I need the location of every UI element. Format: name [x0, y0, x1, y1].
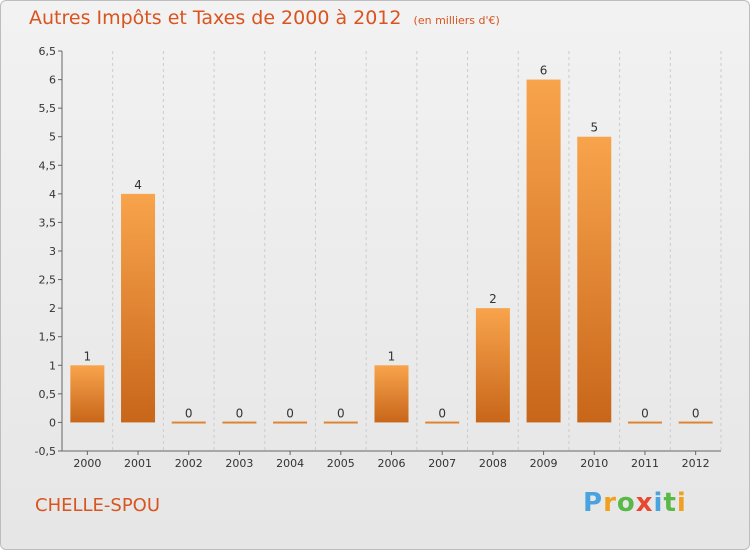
data-label: 0 — [236, 406, 244, 420]
bar — [425, 421, 460, 424]
bar — [577, 136, 612, 423]
bar — [475, 308, 510, 423]
y-tick-label: 4 — [49, 188, 56, 201]
y-tick-label: 6,5 — [39, 45, 57, 58]
bar — [374, 365, 409, 423]
logo-letter: t — [663, 488, 677, 518]
bar — [627, 421, 662, 424]
x-tick-label: 2002 — [175, 457, 203, 470]
x-tick-label: 2008 — [479, 457, 507, 470]
x-tick-label: 2001 — [124, 457, 152, 470]
proxiti-logo: Proxiti — [583, 488, 687, 518]
bar — [171, 421, 206, 424]
y-tick-label: 2,5 — [39, 274, 57, 287]
x-tick-label: 2009 — [530, 457, 558, 470]
bar — [273, 421, 308, 424]
x-tick-label: 2011 — [631, 457, 659, 470]
y-tick-label: 3,5 — [39, 216, 57, 229]
commune-name: CHELLE-SPOU — [35, 495, 161, 516]
data-label: 1 — [388, 349, 396, 363]
data-label: 0 — [692, 406, 700, 420]
bar — [678, 421, 713, 424]
logo-letter: i — [676, 488, 687, 518]
bar — [526, 79, 561, 423]
logo-letter: r — [603, 488, 617, 518]
data-label: 0 — [337, 406, 345, 420]
y-tick-label: 6 — [49, 74, 56, 87]
data-label: 0 — [185, 406, 193, 420]
data-label: 0 — [438, 406, 446, 420]
x-tick-label: 2004 — [276, 457, 304, 470]
y-tick-label: 2 — [49, 302, 56, 315]
logo-letter: i — [653, 488, 664, 518]
bar — [121, 193, 156, 423]
bar — [222, 421, 257, 424]
data-label: 5 — [590, 121, 598, 135]
x-tick-label: 2007 — [428, 457, 456, 470]
data-label: 2 — [489, 292, 497, 306]
x-tick-label: 2006 — [378, 457, 406, 470]
y-tick-label: 3 — [49, 245, 56, 258]
y-tick-label: 0 — [49, 416, 56, 429]
data-label: 0 — [286, 406, 294, 420]
x-tick-label: 2010 — [580, 457, 608, 470]
data-label: 6 — [540, 64, 548, 78]
y-tick-label: 5 — [49, 131, 56, 144]
logo-letter: o — [616, 488, 636, 518]
y-tick-label: 1 — [49, 359, 56, 372]
y-tick-label: -0,5 — [35, 445, 56, 458]
x-tick-label: 2003 — [225, 457, 253, 470]
chart-unit-note: (en milliers d'€) — [413, 14, 500, 27]
data-label: 4 — [134, 178, 142, 192]
y-tick-label: 5,5 — [39, 102, 57, 115]
y-tick-label: 1,5 — [39, 331, 57, 344]
bar — [323, 421, 358, 424]
y-tick-label: 4,5 — [39, 159, 57, 172]
x-tick-label: 2012 — [682, 457, 710, 470]
data-label: 0 — [641, 406, 649, 420]
bar — [70, 365, 105, 423]
x-tick-label: 2000 — [73, 457, 101, 470]
logo-letter: P — [583, 488, 604, 518]
y-tick-label: 0,5 — [39, 388, 57, 401]
chart-title-text: Autres Impôts et Taxes de 2000 à 2012 — [29, 7, 402, 29]
x-tick-label: 2005 — [327, 457, 355, 470]
logo-letter: x — [635, 488, 654, 518]
data-label: 1 — [84, 349, 92, 363]
chart-title: Autres Impôts et Taxes de 2000 à 2012 (e… — [29, 7, 500, 29]
